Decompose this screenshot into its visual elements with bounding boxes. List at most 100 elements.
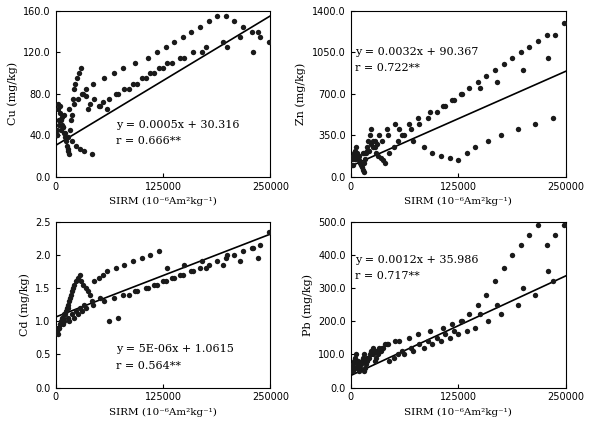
Point bbox=[56, 103, 65, 110]
Point bbox=[355, 364, 365, 371]
Point bbox=[465, 311, 474, 318]
Point bbox=[350, 364, 359, 371]
Point bbox=[70, 85, 79, 92]
Point bbox=[58, 315, 67, 321]
X-axis label: SIRM (10⁻⁶Am²kg⁻¹): SIRM (10⁻⁶Am²kg⁻¹) bbox=[109, 408, 217, 417]
Point bbox=[350, 156, 360, 162]
Point bbox=[347, 162, 356, 168]
Point bbox=[360, 368, 369, 374]
Point bbox=[358, 357, 368, 364]
Point bbox=[247, 245, 256, 251]
Point bbox=[353, 152, 362, 159]
Point bbox=[370, 348, 379, 354]
Point bbox=[56, 117, 66, 123]
Point bbox=[550, 31, 560, 38]
Point bbox=[462, 150, 472, 156]
Point bbox=[70, 80, 80, 87]
Point bbox=[161, 278, 170, 285]
Point bbox=[408, 138, 418, 145]
Point bbox=[163, 59, 172, 66]
Point bbox=[491, 278, 500, 285]
Point bbox=[531, 291, 540, 298]
Point bbox=[382, 341, 391, 348]
Point bbox=[56, 321, 65, 328]
Point bbox=[63, 304, 72, 311]
Point bbox=[366, 126, 376, 133]
Point bbox=[170, 39, 179, 45]
Point bbox=[145, 251, 155, 258]
Point bbox=[508, 55, 517, 62]
Point bbox=[533, 221, 543, 228]
Point bbox=[432, 335, 441, 341]
Point bbox=[354, 361, 363, 368]
Point bbox=[69, 315, 79, 321]
Point bbox=[62, 304, 72, 311]
Point bbox=[406, 126, 415, 133]
Point bbox=[94, 103, 103, 110]
Point bbox=[383, 132, 392, 139]
Point bbox=[99, 75, 108, 82]
Point bbox=[475, 311, 484, 318]
Point bbox=[113, 315, 123, 321]
Point bbox=[60, 134, 70, 141]
Point bbox=[150, 70, 159, 77]
Point bbox=[347, 162, 356, 168]
Point bbox=[542, 31, 551, 38]
Point bbox=[351, 144, 361, 151]
Point bbox=[96, 103, 105, 110]
Point bbox=[73, 96, 83, 103]
Point bbox=[496, 132, 506, 139]
Point bbox=[368, 351, 378, 358]
Point bbox=[61, 137, 70, 144]
Point bbox=[89, 96, 99, 103]
Point bbox=[99, 298, 108, 304]
Y-axis label: Pb (mg/kg): Pb (mg/kg) bbox=[302, 273, 313, 335]
Point bbox=[88, 301, 98, 308]
Point bbox=[145, 70, 155, 77]
Point bbox=[81, 92, 90, 99]
Point bbox=[379, 344, 388, 351]
Point bbox=[423, 114, 433, 121]
Point bbox=[456, 91, 465, 98]
Point bbox=[170, 275, 179, 282]
Point bbox=[482, 73, 491, 80]
Point bbox=[161, 44, 170, 50]
Point bbox=[132, 80, 142, 87]
Point bbox=[55, 321, 64, 328]
Point bbox=[465, 85, 474, 92]
Point bbox=[372, 150, 381, 156]
Point bbox=[64, 148, 73, 154]
Point bbox=[75, 304, 85, 311]
Point bbox=[197, 49, 206, 56]
Point bbox=[449, 96, 459, 103]
Point bbox=[439, 324, 448, 331]
Point bbox=[176, 54, 185, 61]
Point bbox=[349, 357, 359, 364]
Point bbox=[55, 117, 64, 123]
Point bbox=[221, 255, 230, 262]
Point bbox=[423, 338, 433, 344]
Point bbox=[374, 132, 384, 139]
Point bbox=[111, 91, 121, 98]
Point bbox=[350, 354, 360, 361]
Point bbox=[53, 127, 62, 134]
Point bbox=[82, 304, 91, 311]
Point bbox=[56, 318, 66, 324]
Point bbox=[195, 265, 204, 271]
Point bbox=[66, 117, 76, 123]
Point bbox=[370, 138, 379, 145]
Point bbox=[377, 138, 387, 145]
Point bbox=[406, 344, 415, 351]
Point bbox=[372, 354, 381, 361]
Point bbox=[154, 248, 164, 255]
Point bbox=[385, 150, 394, 156]
Point bbox=[68, 285, 77, 291]
Point bbox=[74, 70, 83, 77]
Point bbox=[223, 251, 232, 258]
Point bbox=[180, 261, 189, 268]
Point bbox=[370, 144, 379, 151]
Point bbox=[66, 295, 75, 301]
Point bbox=[380, 159, 389, 166]
Point bbox=[349, 361, 358, 368]
Point bbox=[60, 130, 69, 137]
